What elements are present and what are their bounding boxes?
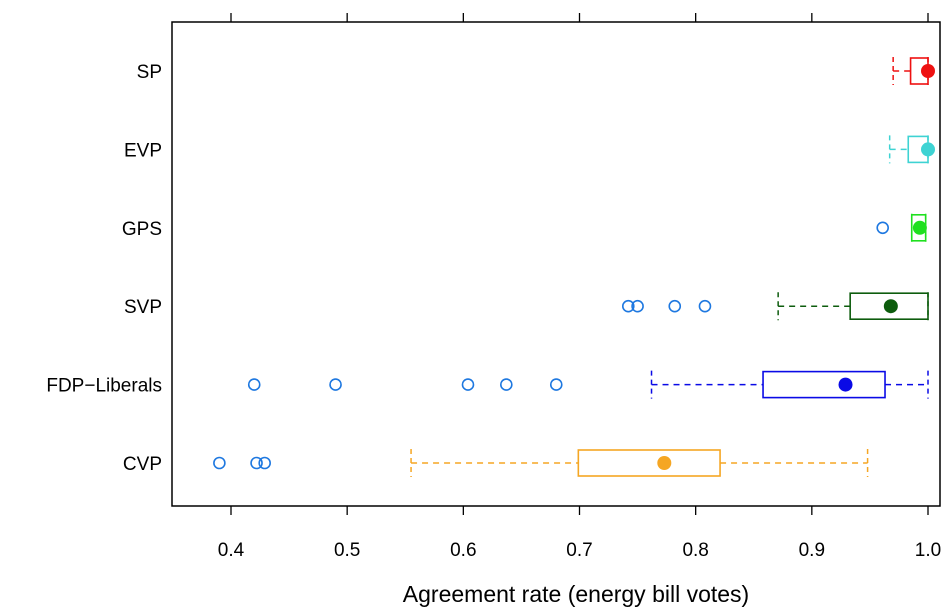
plot-frame	[171, 21, 941, 507]
box	[577, 449, 721, 477]
outlier-point	[500, 378, 513, 391]
median-point	[883, 299, 898, 314]
box	[762, 370, 886, 399]
outlier-point	[668, 299, 682, 313]
x-tick-label: 0.4	[218, 540, 245, 561]
category-label: FDP−Liberals	[46, 376, 162, 397]
box-group	[247, 370, 929, 399]
category-label: SP	[137, 62, 162, 83]
category-label: GPS	[122, 219, 162, 240]
x-tick-label: 1.0	[915, 540, 941, 561]
box	[849, 292, 929, 321]
x-tick-label: 0.7	[566, 540, 592, 561]
outlier-point	[621, 299, 635, 313]
outlier-point	[631, 299, 644, 313]
x-axis-title: Agreement rate (energy bill votes)	[403, 581, 749, 607]
outlier-point	[876, 221, 889, 235]
outlier-point	[461, 378, 475, 391]
boxes	[213, 57, 935, 477]
outlier-point	[213, 456, 226, 470]
x-tick-label: 0.9	[799, 540, 825, 561]
box-group	[888, 135, 935, 164]
median-point	[921, 64, 935, 78]
category-label: EVP	[124, 140, 162, 161]
x-axis: 0.4 0.5 0.6 0.7 0.8 0.9 1.0	[218, 506, 941, 561]
median-point	[657, 456, 672, 470]
x-tick-label: 0.8	[682, 540, 708, 561]
outlier-point	[329, 378, 342, 391]
box-group	[892, 57, 935, 85]
category-label: SVP	[124, 297, 162, 318]
outlier-point	[250, 456, 263, 470]
outlier-point	[698, 299, 712, 313]
outlier-point	[258, 456, 271, 470]
x-tick-label: 0.6	[450, 540, 476, 561]
category-label: CVP	[123, 454, 162, 475]
outlier-point	[549, 378, 563, 391]
outlier-point	[247, 378, 261, 391]
category-labels: CVP FDP−Liberals SVP GPS EVP SP	[46, 62, 162, 475]
median-point	[912, 220, 927, 235]
x-tick-label: 0.5	[334, 540, 360, 561]
box-group	[876, 213, 927, 242]
top-axis-ticks	[230, 13, 929, 22]
median-point	[921, 142, 935, 157]
median-point	[838, 377, 853, 392]
box-group	[213, 449, 869, 477]
box-group	[621, 292, 929, 321]
